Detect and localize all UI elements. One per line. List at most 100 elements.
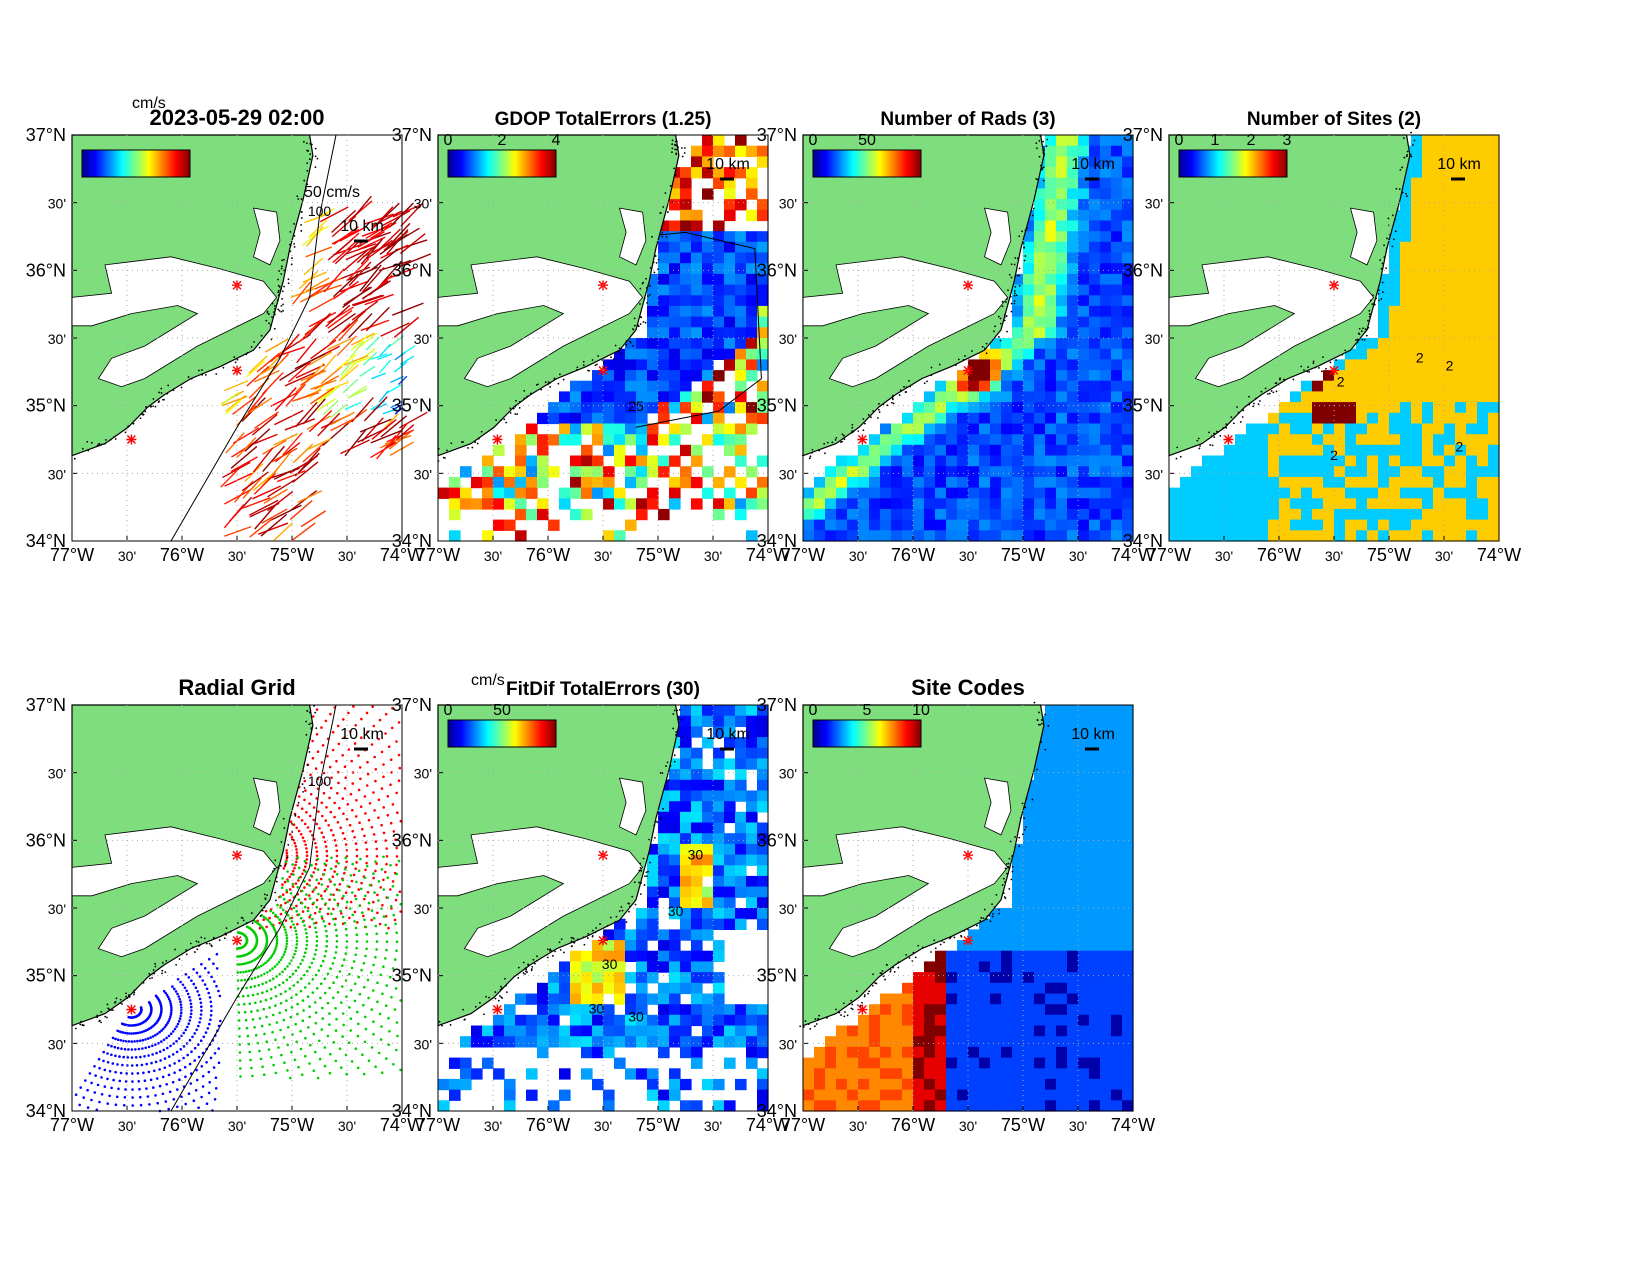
data-cell — [592, 476, 604, 489]
data-cell — [1433, 455, 1445, 467]
data-cell — [1023, 519, 1035, 531]
grid-point — [300, 807, 304, 810]
grid-point — [303, 860, 307, 863]
coast-dot — [639, 287, 642, 290]
data-cell — [1023, 231, 1035, 243]
grid-point — [358, 821, 361, 824]
data-cell — [1023, 241, 1035, 254]
grid-point — [169, 1004, 173, 1007]
data-cell — [858, 455, 870, 467]
data-cell — [1389, 241, 1401, 254]
coast-dot — [1264, 387, 1267, 390]
data-cell — [1100, 391, 1112, 403]
grid-point — [120, 1022, 124, 1025]
grid-point — [363, 876, 367, 880]
coast-dot — [1015, 294, 1018, 297]
coast-dot — [273, 327, 276, 330]
data-cell — [869, 498, 881, 510]
data-cell — [1078, 508, 1090, 521]
current-vector — [340, 439, 370, 455]
grid-point — [322, 920, 326, 923]
coast-dot — [1405, 192, 1407, 195]
data-cell — [570, 476, 582, 489]
grid-point — [355, 880, 358, 884]
data-cell — [658, 790, 670, 802]
data-cell — [858, 498, 870, 510]
data-cell — [746, 833, 758, 845]
data-cell — [1455, 348, 1467, 360]
grid-point — [275, 939, 279, 943]
grid-point — [392, 1063, 395, 1066]
grid-point — [336, 724, 340, 728]
coast-dot — [882, 403, 885, 406]
data-cell — [957, 519, 969, 531]
grid-point — [196, 990, 199, 993]
data-cell — [746, 466, 758, 478]
data-cell — [537, 993, 549, 1005]
data-cell — [1089, 284, 1101, 296]
grid-point — [279, 906, 282, 909]
data-cell — [746, 1057, 758, 1069]
grid-point — [269, 922, 273, 926]
grid-point — [344, 952, 348, 955]
data-cell — [526, 1089, 538, 1101]
data-cell — [1056, 519, 1068, 531]
data-cell — [1455, 295, 1467, 307]
lat-label: 35°N — [392, 966, 432, 986]
grid-point — [264, 961, 267, 965]
grid-point — [293, 926, 297, 929]
data-cell — [1367, 412, 1379, 425]
data-cell — [757, 705, 769, 717]
grid-point — [315, 846, 318, 849]
data-cell — [1067, 209, 1079, 222]
data-cell — [636, 348, 648, 360]
coast-dot — [204, 373, 207, 376]
data-cell — [924, 412, 936, 425]
coast-dot — [610, 356, 612, 359]
coast-dot — [111, 1009, 114, 1011]
data-cell — [1312, 519, 1324, 531]
data-cell — [979, 519, 991, 531]
grid-point — [94, 1074, 97, 1077]
coast-dot — [570, 940, 573, 943]
data-cell — [935, 434, 947, 446]
grid-point — [279, 992, 283, 996]
data-cell — [1356, 434, 1368, 446]
data-cell — [669, 434, 681, 446]
data-cell — [1466, 380, 1478, 392]
grid-point — [395, 931, 399, 935]
grid-point — [238, 1027, 241, 1030]
data-cell — [1100, 402, 1112, 414]
data-cell — [1213, 476, 1225, 489]
data-cell — [1378, 316, 1390, 328]
grid-point — [364, 841, 368, 844]
data-cell — [493, 1025, 505, 1037]
coast-dot — [1230, 416, 1233, 419]
data-cell — [1122, 188, 1134, 200]
coast-dot — [684, 147, 686, 149]
data-cell — [581, 476, 593, 489]
grid-point — [88, 1072, 92, 1075]
grid-point — [169, 1011, 173, 1014]
grid-point — [283, 880, 287, 884]
grid-point — [256, 992, 260, 996]
data-cell — [935, 508, 947, 521]
data-cell — [1078, 156, 1090, 168]
data-cell — [658, 811, 670, 824]
data-cell — [1012, 402, 1024, 414]
grid-point — [293, 866, 296, 870]
grid-point — [192, 1099, 196, 1102]
grid-point — [367, 901, 371, 905]
data-cell — [647, 455, 659, 467]
coast-dot — [629, 905, 631, 908]
data-cell — [625, 519, 637, 531]
data-cell — [669, 982, 681, 995]
data-cell — [548, 972, 560, 984]
data-cell — [548, 1100, 560, 1112]
grid-point — [239, 1067, 242, 1070]
data-cell — [669, 1004, 681, 1016]
data-cell — [891, 423, 903, 435]
data-cell — [1034, 348, 1046, 360]
data-cell — [1290, 466, 1302, 478]
data-cell — [1477, 530, 1489, 542]
